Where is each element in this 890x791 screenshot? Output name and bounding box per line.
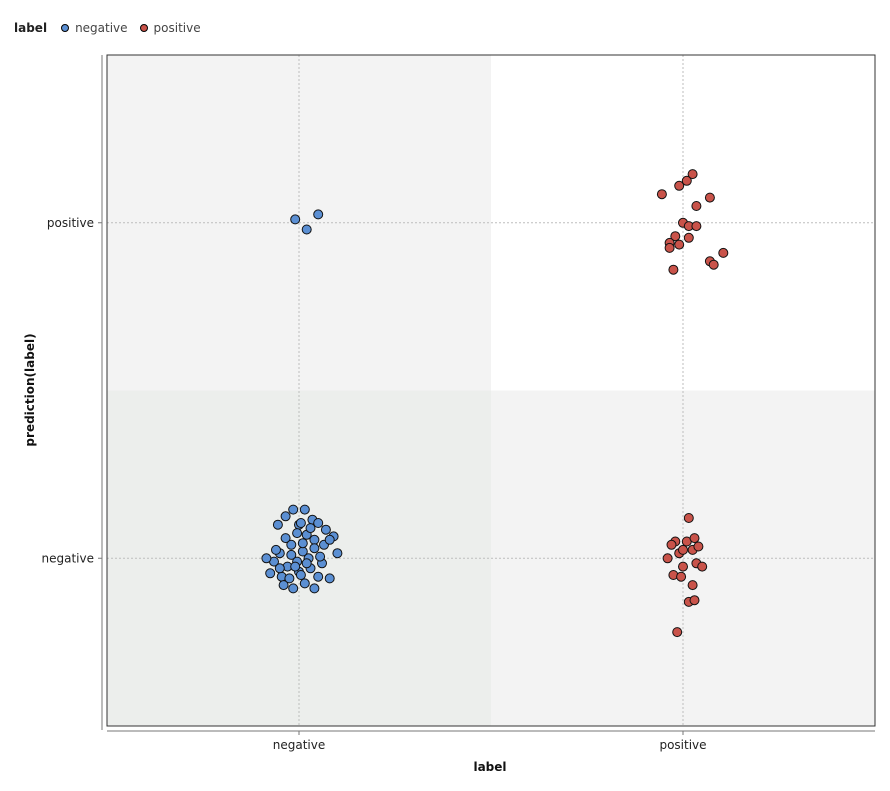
point-negative bbox=[295, 518, 306, 528]
legend-label-negative: negative bbox=[75, 21, 128, 35]
point-positive bbox=[676, 571, 687, 582]
point-positive bbox=[687, 169, 698, 180]
point-positive bbox=[668, 264, 679, 275]
point-positive bbox=[687, 580, 698, 591]
point-positive bbox=[662, 553, 673, 564]
point-positive bbox=[718, 247, 729, 258]
point-positive bbox=[664, 242, 675, 253]
point-negative bbox=[295, 570, 306, 580]
point-negative bbox=[320, 524, 331, 535]
point-negative bbox=[286, 549, 297, 560]
point-negative bbox=[301, 224, 312, 235]
point-positive bbox=[683, 232, 694, 243]
x-axis-title: label bbox=[473, 760, 506, 774]
point-positive bbox=[691, 221, 702, 232]
legend-item-positive: positive bbox=[139, 21, 201, 35]
point-negative bbox=[292, 528, 303, 539]
point-negative bbox=[280, 533, 291, 544]
data-points bbox=[261, 169, 729, 638]
point-negative bbox=[301, 558, 312, 569]
y-axis-title: prediction(label) bbox=[23, 333, 37, 446]
point-negative bbox=[297, 538, 308, 549]
point-negative bbox=[299, 578, 310, 589]
point-negative bbox=[324, 534, 335, 545]
point-positive bbox=[689, 533, 700, 544]
point-positive bbox=[697, 561, 708, 572]
legend-label-positive: positive bbox=[153, 21, 201, 35]
point-negative bbox=[290, 214, 301, 225]
legend: label negative positive bbox=[14, 18, 213, 38]
point-negative bbox=[309, 543, 320, 554]
point-positive bbox=[683, 513, 694, 523]
point-negative bbox=[280, 511, 291, 522]
cell-backgrounds bbox=[107, 55, 875, 726]
point-positive bbox=[704, 192, 715, 203]
point-positive bbox=[689, 595, 700, 606]
point-negative bbox=[261, 553, 272, 564]
point-positive bbox=[674, 180, 685, 191]
y-tick-label-positive: positive bbox=[47, 216, 94, 230]
legend-item-negative: negative bbox=[61, 21, 128, 35]
point-negative bbox=[278, 580, 289, 591]
point-negative bbox=[305, 523, 316, 534]
point-positive bbox=[681, 175, 692, 186]
point-positive bbox=[670, 231, 681, 242]
point-positive bbox=[678, 544, 688, 555]
point-negative bbox=[284, 573, 295, 584]
point-positive bbox=[691, 201, 702, 211]
point-positive bbox=[672, 627, 683, 638]
point-negative bbox=[313, 518, 324, 528]
point-negative bbox=[290, 561, 301, 572]
point-positive bbox=[708, 259, 719, 270]
point-negative bbox=[288, 504, 299, 515]
point-positive bbox=[656, 189, 667, 200]
point-negative bbox=[274, 563, 285, 574]
legend-marker-negative bbox=[61, 24, 70, 32]
x-tick-label-positive: positive bbox=[659, 738, 706, 752]
point-negative bbox=[315, 551, 326, 562]
point-negative bbox=[265, 568, 276, 579]
point-positive bbox=[674, 239, 685, 250]
grid-lines bbox=[107, 55, 875, 726]
point-negative bbox=[299, 504, 310, 515]
point-negative bbox=[271, 544, 281, 555]
point-negative bbox=[286, 539, 297, 550]
point-negative bbox=[324, 573, 335, 584]
point-negative bbox=[313, 209, 324, 220]
x-tick-label-negative: negative bbox=[273, 738, 325, 752]
point-negative bbox=[288, 583, 299, 594]
tick-labels: negative positive negative positive bbox=[42, 216, 707, 752]
point-negative bbox=[313, 571, 324, 582]
legend-marker-positive bbox=[139, 24, 148, 32]
point-negative bbox=[309, 583, 320, 594]
plot-frame bbox=[106, 54, 876, 727]
point-negative bbox=[309, 534, 320, 545]
point-positive bbox=[678, 561, 688, 572]
point-positive bbox=[693, 541, 704, 552]
point-negative bbox=[272, 519, 283, 530]
legend-title: label bbox=[14, 21, 48, 35]
point-positive bbox=[666, 539, 677, 550]
point-negative bbox=[332, 548, 343, 559]
y-tick-label-negative: negative bbox=[42, 551, 94, 565]
